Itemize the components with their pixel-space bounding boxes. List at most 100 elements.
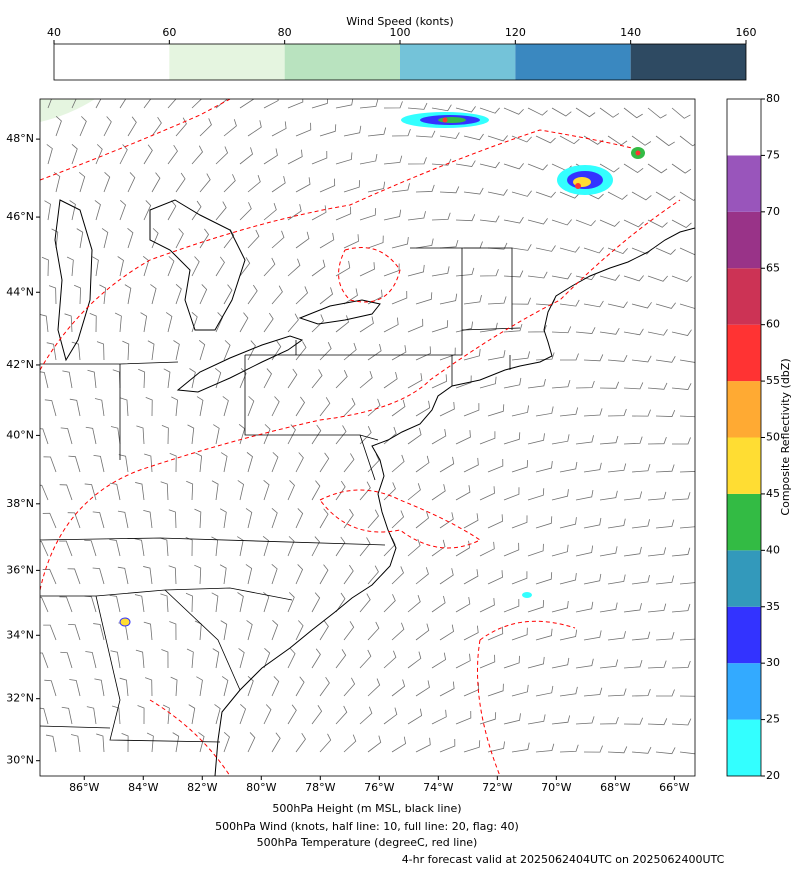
wind-barb — [551, 715, 571, 725]
wind-barb — [535, 572, 553, 585]
wind-barb — [53, 172, 61, 193]
wind-barb — [84, 483, 97, 501]
wind-barb — [185, 537, 193, 557]
wind-barb — [238, 648, 245, 669]
y-tick-label: 32°N — [6, 692, 34, 705]
wind-barb — [439, 456, 455, 473]
wind-barb — [167, 99, 177, 109]
wind-barb — [511, 684, 529, 697]
wind-barb — [311, 480, 321, 501]
wind-barb — [359, 262, 375, 277]
wind-barb — [559, 299, 580, 307]
wind-barb — [263, 99, 279, 109]
wind-barb — [92, 256, 99, 277]
x-tick-label: 86°W — [69, 781, 99, 794]
wind-barb — [631, 191, 652, 201]
wind-barb — [198, 732, 205, 753]
wind-barb — [479, 322, 498, 333]
wind-barb — [287, 424, 296, 445]
wind-barb — [623, 382, 644, 390]
wind-barb — [311, 259, 326, 277]
wind-barb — [247, 174, 261, 193]
wind-barb — [431, 158, 452, 166]
wind-barb — [173, 340, 180, 361]
wind-barb — [599, 435, 619, 445]
wind-barb — [407, 264, 425, 277]
wind-barb — [655, 409, 676, 417]
wind-barb — [631, 409, 651, 417]
temperature-contours — [40, 99, 681, 776]
tick-label: 65 — [766, 261, 780, 274]
wind-barb — [655, 302, 676, 309]
wind-barb — [271, 620, 279, 641]
wind-barb — [343, 564, 354, 585]
wind-barb — [335, 592, 346, 613]
wind-barb — [40, 541, 49, 557]
wind-barb — [335, 425, 347, 445]
wind-barb — [535, 191, 556, 198]
wind-barb — [559, 353, 579, 361]
wind-barb — [383, 101, 403, 109]
wind-barb — [671, 383, 692, 390]
wind-barb — [319, 733, 332, 753]
color-band — [727, 155, 761, 212]
wind-barb — [40, 596, 49, 613]
wind-barb — [40, 313, 49, 333]
x-tick-label: 78°W — [305, 781, 335, 794]
wind-barb — [46, 144, 53, 165]
x-tick-label: 66°W — [659, 781, 689, 794]
wind-barb — [487, 514, 503, 529]
wind-barb — [40, 428, 49, 445]
wind-barb — [119, 200, 127, 221]
y-tick-label: 34°N — [6, 628, 34, 641]
wind-barb — [220, 508, 227, 529]
wind-barb — [439, 401, 455, 417]
wind-barb — [287, 99, 304, 109]
wind-barb — [121, 733, 129, 753]
wind-barb — [161, 424, 169, 445]
wind-barb — [219, 564, 227, 585]
wind-barb — [655, 247, 676, 255]
wind-barb — [198, 340, 206, 361]
y-tick-label: 36°N — [6, 563, 34, 576]
wind-barb — [199, 173, 211, 193]
wind-barb — [311, 369, 323, 389]
wind-barb — [535, 461, 553, 473]
wind-barb — [263, 368, 272, 389]
wind-barb — [439, 624, 454, 641]
wind-barb — [415, 737, 431, 753]
wind-barb — [134, 594, 145, 613]
wind-barb — [271, 564, 278, 585]
wind-barb — [319, 452, 330, 473]
wind-barb — [623, 436, 643, 445]
tick-label: 30 — [766, 656, 780, 669]
wind-barb — [127, 172, 136, 193]
wind-barb — [359, 706, 373, 725]
wind-barb — [172, 732, 180, 753]
wind-barb — [79, 116, 87, 137]
wind-barb — [599, 602, 618, 613]
wind-barb — [599, 659, 619, 669]
wind-barb — [431, 320, 449, 333]
wind-barb — [263, 704, 272, 725]
wind-barb — [335, 480, 346, 501]
wind-barb — [503, 487, 520, 501]
wind-barb — [511, 135, 532, 143]
color-band — [284, 44, 400, 80]
wind-barb — [623, 219, 644, 228]
wind-barb — [503, 599, 520, 613]
wind-barb — [487, 350, 506, 361]
wind-barb — [151, 172, 161, 193]
wind-barb — [415, 184, 435, 193]
wind-barb — [134, 538, 145, 557]
wind-barb — [679, 695, 695, 697]
tick-label: 160 — [736, 26, 757, 39]
wind-barb — [263, 203, 277, 221]
wind-barb — [295, 452, 304, 473]
wind-barb — [575, 107, 596, 118]
tick-label: 100 — [390, 26, 411, 39]
wind-barb — [599, 381, 620, 389]
x-tick-label: 80°W — [246, 781, 276, 794]
wind-barb — [415, 346, 431, 361]
wind-barb — [43, 624, 57, 641]
